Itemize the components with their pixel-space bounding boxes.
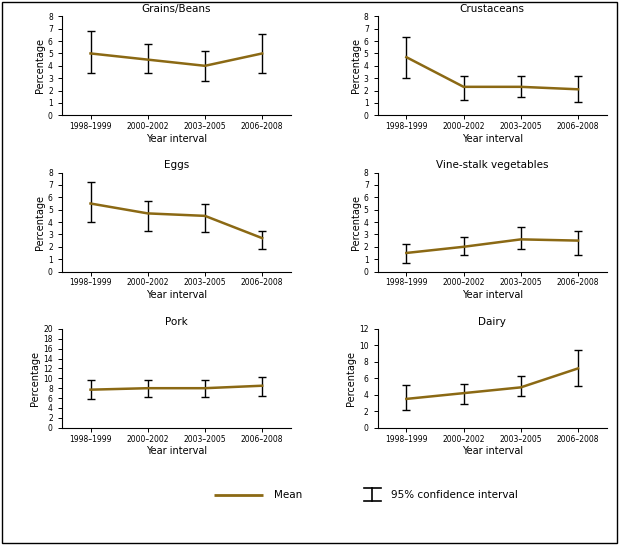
X-axis label: Year interval: Year interval (145, 446, 207, 457)
Title: Pork: Pork (165, 317, 188, 326)
Title: Dairy: Dairy (478, 317, 506, 326)
Text: Mean: Mean (274, 490, 303, 500)
Y-axis label: Percentage: Percentage (351, 38, 361, 93)
Text: 95% confidence interval: 95% confidence interval (391, 490, 518, 500)
X-axis label: Year interval: Year interval (462, 290, 523, 300)
Y-axis label: Percentage: Percentage (30, 351, 40, 406)
Y-axis label: Percentage: Percentage (346, 351, 357, 406)
Title: Grains/Beans: Grains/Beans (142, 4, 211, 14)
Title: Vine-stalk vegetables: Vine-stalk vegetables (436, 160, 548, 171)
Y-axis label: Percentage: Percentage (351, 195, 361, 250)
Title: Eggs: Eggs (163, 160, 189, 171)
X-axis label: Year interval: Year interval (462, 134, 523, 144)
X-axis label: Year interval: Year interval (145, 290, 207, 300)
Y-axis label: Percentage: Percentage (35, 38, 45, 93)
Y-axis label: Percentage: Percentage (35, 195, 45, 250)
X-axis label: Year interval: Year interval (462, 446, 523, 457)
X-axis label: Year interval: Year interval (145, 134, 207, 144)
Title: Crustaceans: Crustaceans (460, 4, 525, 14)
